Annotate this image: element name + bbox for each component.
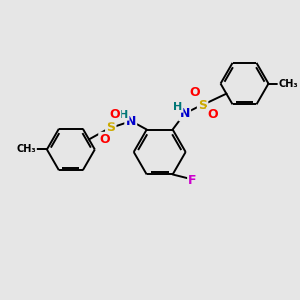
Text: N: N [126, 115, 136, 128]
Text: F: F [188, 174, 197, 187]
Text: O: O [207, 108, 218, 121]
Text: H: H [173, 102, 182, 112]
Text: O: O [100, 133, 110, 146]
Text: CH₃: CH₃ [16, 145, 36, 154]
Text: CH₃: CH₃ [279, 79, 298, 88]
Text: O: O [189, 86, 200, 99]
Text: H: H [119, 110, 128, 120]
Text: S: S [198, 99, 207, 112]
Text: O: O [110, 108, 120, 121]
Text: N: N [179, 107, 190, 120]
Text: S: S [106, 121, 115, 134]
